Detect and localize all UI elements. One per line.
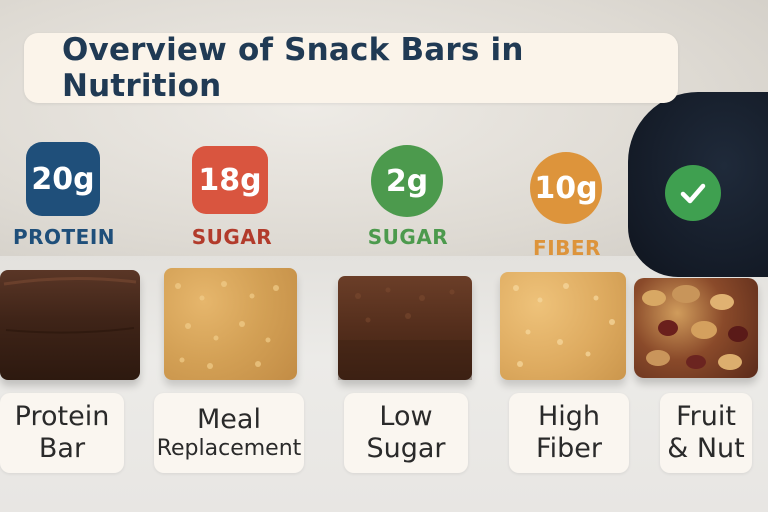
fruit-nut-card: Fruit & Nut — [660, 393, 752, 473]
checkmark-icon — [680, 183, 706, 204]
meal-sugar-value: 18g — [198, 162, 262, 198]
fiber-label: FIBER — [533, 236, 601, 260]
protein-value: 20g — [31, 161, 95, 197]
fruit-nut-line1: Fruit — [676, 400, 736, 432]
grain-bar-icon — [513, 283, 615, 367]
meal-replacement-bar-image — [164, 268, 297, 380]
cocoa-bar-icon — [338, 287, 472, 380]
protein-badge: 20g — [26, 142, 100, 216]
page-title: Overview of Snack Bars in Nutrition — [62, 32, 524, 104]
protein-bar-line1: Protein — [14, 400, 110, 432]
low-sugar-line1: Low — [379, 400, 433, 432]
high-fiber-card: High Fiber — [509, 393, 629, 473]
low-sugar-line2: Sugar — [366, 433, 446, 464]
fiber-badge: 10g — [530, 152, 602, 224]
low-sugar-value: 2g — [385, 163, 429, 199]
oat-bar-icon — [175, 281, 279, 369]
protein-bar-line2: Bar — [38, 433, 86, 464]
protein-bar-image — [0, 270, 140, 380]
meal-replacement-line1: Meal — [197, 403, 261, 435]
protein-label: PROTEIN — [12, 225, 116, 249]
meal-replacement-line2: Replacement — [156, 436, 302, 461]
low-sugar-label: SUGAR — [367, 225, 449, 249]
fruit-nut-line2: & Nut — [667, 433, 745, 464]
low-sugar-bar-image — [338, 276, 472, 380]
protein-bar-card: Protein Bar — [0, 393, 124, 473]
meal-sugar-label: SUGAR — [191, 225, 273, 249]
high-fiber-bar-image — [500, 272, 626, 380]
high-fiber-line1: High — [537, 400, 601, 432]
high-fiber-line2: Fiber — [536, 433, 602, 464]
meal-replacement-card: Meal Replacement — [154, 393, 304, 473]
low-sugar-card: Low Sugar — [344, 393, 468, 473]
fruit-nut-bar-icon — [642, 285, 748, 370]
meal-sugar-badge: 18g — [192, 146, 268, 214]
checkmark-badge — [665, 165, 721, 221]
chocolate-bar-icon — [3, 276, 137, 334]
low-sugar-badge: 2g — [371, 145, 443, 217]
fruit-nut-bar-image — [634, 278, 758, 378]
fiber-value: 10g — [534, 170, 598, 206]
title-banner: Overview of Snack Bars in Nutrition — [24, 32, 678, 104]
